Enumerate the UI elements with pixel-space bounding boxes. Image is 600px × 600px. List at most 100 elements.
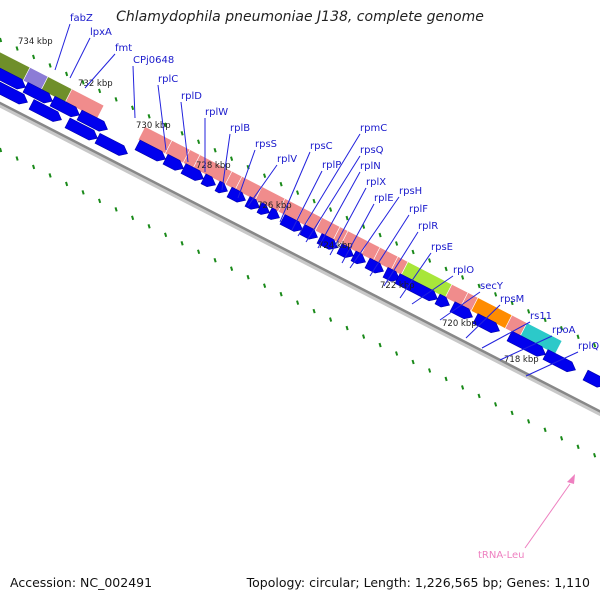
gene-label-rplw: rplW	[205, 107, 228, 118]
tick-inner	[527, 419, 531, 424]
scale-label: 734 kbp	[18, 37, 53, 47]
tick-inner	[213, 257, 217, 263]
gene-label-rplx: rplX	[366, 177, 386, 188]
tick-outer	[0, 37, 3, 43]
gene-leader-line	[247, 164, 278, 207]
tick-outer	[362, 224, 366, 229]
tick-outer	[428, 258, 432, 263]
tick-outer	[213, 147, 217, 153]
gene-label-secy: secY	[480, 281, 504, 292]
tick-inner	[477, 393, 481, 399]
cds-arrow-15	[256, 202, 270, 215]
tick-layer	[0, 37, 597, 458]
tick-inner	[15, 156, 19, 161]
gene-leader-line	[291, 170, 323, 231]
gene-label-cpj0648: CPj0648	[133, 55, 174, 66]
scale-label: 718 kbp	[504, 355, 539, 365]
tick-inner	[230, 266, 234, 272]
gene-label-rs11: rs11	[530, 311, 552, 322]
tick-outer	[296, 190, 300, 195]
tick-outer	[593, 342, 597, 348]
tick-inner	[296, 300, 300, 305]
gene-leader-line	[411, 275, 454, 305]
tick-inner	[329, 317, 333, 322]
tick-outer	[180, 130, 184, 136]
backbone-layer	[0, 101, 600, 417]
tick-inner	[65, 181, 69, 187]
tick-outer	[164, 122, 168, 128]
backbone-line	[0, 101, 600, 413]
gene-label-rplo: rplO	[453, 265, 474, 276]
cds-arrow-20	[336, 243, 354, 259]
gene-label-rple: rplE	[374, 193, 394, 204]
gene-label-rpsc: rpsC	[310, 141, 333, 152]
tick-inner	[378, 342, 382, 348]
gene-leader-line	[305, 155, 361, 243]
tick-inner	[164, 232, 168, 238]
gene-leader-line	[297, 133, 361, 237]
genome-summary-text: Topology: circular; Length: 1,226,565 bp…	[246, 575, 590, 590]
gene-label-fabz: fabZ	[70, 13, 93, 24]
gene-label-rpsq: rpsQ	[360, 145, 384, 156]
tick-outer	[48, 63, 52, 68]
gene-leader-line	[237, 149, 256, 199]
tick-inner	[345, 325, 349, 331]
gene-label-rplc: rplC	[158, 74, 178, 85]
cds-arrow-30	[582, 369, 600, 388]
tick-outer	[32, 54, 36, 60]
tick-inner	[428, 368, 432, 373]
tick-outer	[576, 334, 580, 340]
cds-arrow-5	[28, 99, 62, 122]
cds-layer	[0, 67, 600, 388]
gene-label-rpld: rplD	[181, 91, 202, 102]
trna-label: tRNA-Leu	[478, 550, 524, 561]
cds-arrow-7	[94, 132, 128, 156]
tick-outer	[560, 326, 564, 331]
scale-label: 720 kbp	[442, 319, 477, 329]
tick-inner	[576, 444, 580, 450]
tick-outer	[15, 46, 19, 51]
tick-outer	[329, 207, 333, 212]
tick-inner	[279, 291, 283, 297]
gene-leader-line	[383, 231, 419, 287]
gene-leader-line	[84, 53, 116, 89]
tick-outer	[444, 266, 448, 272]
gene-leader-line	[180, 101, 189, 163]
tick-inner	[180, 240, 184, 246]
tick-inner	[263, 283, 267, 288]
cds-arrow-14	[244, 196, 260, 210]
cds-arrow-3	[76, 109, 108, 132]
scale-label: 728 kbp	[196, 161, 231, 171]
gene-label-rplf: rplF	[409, 204, 428, 215]
tick-outer	[345, 215, 349, 221]
gene-leader-line	[439, 291, 481, 321]
tick-outer	[510, 300, 514, 306]
cds-arrow-8	[134, 139, 166, 162]
tick-outer	[543, 317, 547, 323]
scale-label: 732 kbp	[78, 79, 113, 89]
tick-outer	[527, 309, 531, 314]
gene-leader-line	[329, 187, 367, 256]
cds-arrow-28	[506, 330, 546, 357]
gene-label-lpxa: lpxA	[90, 27, 112, 38]
gene-label-fmt: fmt	[115, 43, 132, 54]
gene-leader-line	[132, 65, 136, 119]
feature-layer	[0, 51, 563, 355]
gene-label-rplb: rplB	[230, 123, 250, 134]
tick-outer	[81, 80, 85, 85]
tick-inner	[0, 147, 3, 153]
gene-leader-line	[221, 133, 231, 191]
cds-arrow-2	[49, 95, 80, 118]
tick-outer	[65, 71, 69, 77]
tick-inner	[543, 427, 547, 433]
cds-arrow-10	[180, 163, 204, 181]
tick-outer	[98, 88, 102, 94]
accession-text: Accession: NC_002491	[10, 575, 153, 590]
gene-leader-line	[279, 151, 311, 223]
gene-label-rpmc: rpmC	[360, 123, 387, 134]
tick-outer	[263, 173, 267, 178]
gene-label-rpln: rplN	[360, 161, 381, 172]
tick-inner	[362, 334, 366, 339]
cds-arrow-27	[472, 313, 500, 334]
tick-outer	[279, 181, 283, 187]
